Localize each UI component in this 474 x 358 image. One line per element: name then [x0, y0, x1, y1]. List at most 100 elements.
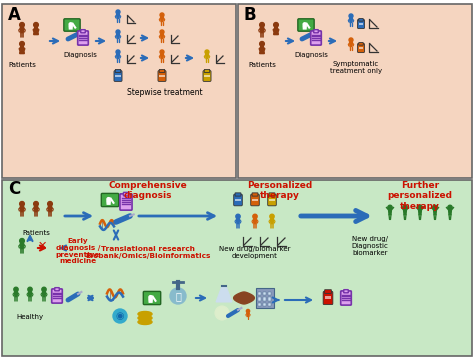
Polygon shape	[20, 206, 24, 212]
Polygon shape	[389, 210, 392, 214]
Polygon shape	[19, 46, 24, 54]
Polygon shape	[254, 219, 256, 224]
Polygon shape	[161, 54, 164, 59]
Text: ◉: ◉	[116, 311, 124, 321]
Polygon shape	[20, 243, 24, 249]
Circle shape	[349, 38, 353, 42]
Circle shape	[160, 13, 164, 17]
FancyBboxPatch shape	[258, 303, 262, 306]
FancyBboxPatch shape	[325, 296, 331, 299]
Circle shape	[149, 296, 152, 299]
FancyBboxPatch shape	[258, 291, 262, 295]
FancyBboxPatch shape	[268, 297, 272, 300]
Polygon shape	[117, 14, 119, 19]
Circle shape	[388, 205, 392, 209]
Polygon shape	[237, 219, 239, 224]
Circle shape	[349, 14, 353, 18]
Text: Diagnosis: Diagnosis	[294, 52, 328, 58]
Polygon shape	[34, 206, 38, 212]
Text: Stepwise treatment: Stepwise treatment	[127, 88, 203, 97]
FancyBboxPatch shape	[235, 199, 241, 201]
Circle shape	[116, 10, 120, 14]
Circle shape	[34, 23, 38, 27]
Circle shape	[107, 198, 110, 201]
FancyBboxPatch shape	[251, 194, 259, 206]
Circle shape	[160, 50, 164, 54]
Polygon shape	[216, 286, 232, 302]
Circle shape	[205, 50, 209, 54]
Text: B: B	[244, 6, 256, 24]
FancyBboxPatch shape	[269, 199, 275, 201]
FancyBboxPatch shape	[235, 193, 241, 196]
FancyBboxPatch shape	[252, 193, 258, 196]
FancyBboxPatch shape	[344, 290, 348, 293]
Circle shape	[14, 287, 18, 291]
FancyBboxPatch shape	[2, 4, 236, 178]
Circle shape	[418, 205, 422, 209]
Text: Diagnosis: Diagnosis	[63, 52, 97, 58]
FancyBboxPatch shape	[310, 31, 321, 45]
Polygon shape	[234, 292, 255, 304]
FancyBboxPatch shape	[359, 47, 363, 49]
FancyBboxPatch shape	[78, 31, 88, 45]
FancyBboxPatch shape	[158, 71, 166, 81]
FancyBboxPatch shape	[81, 30, 85, 33]
Circle shape	[116, 50, 120, 54]
FancyBboxPatch shape	[268, 194, 276, 206]
Polygon shape	[303, 26, 306, 29]
Polygon shape	[28, 292, 32, 296]
FancyBboxPatch shape	[323, 291, 333, 305]
Circle shape	[19, 202, 24, 206]
FancyBboxPatch shape	[258, 297, 262, 300]
Text: New drug/biomarker
development: New drug/biomarker development	[219, 246, 291, 259]
Text: Symptomatic
treatment only: Symptomatic treatment only	[330, 61, 382, 74]
Circle shape	[270, 214, 274, 219]
Circle shape	[403, 205, 407, 209]
Polygon shape	[161, 34, 164, 39]
Polygon shape	[48, 206, 52, 212]
FancyBboxPatch shape	[55, 287, 59, 291]
Circle shape	[170, 288, 186, 304]
FancyBboxPatch shape	[159, 75, 164, 77]
Polygon shape	[271, 219, 273, 224]
FancyBboxPatch shape	[143, 291, 161, 305]
Circle shape	[236, 214, 240, 219]
FancyBboxPatch shape	[123, 192, 128, 196]
FancyBboxPatch shape	[325, 290, 331, 294]
Circle shape	[303, 23, 306, 26]
Circle shape	[246, 309, 250, 313]
Circle shape	[260, 42, 264, 46]
FancyBboxPatch shape	[341, 291, 351, 305]
Polygon shape	[117, 54, 119, 59]
FancyBboxPatch shape	[268, 291, 272, 295]
Text: Healthy: Healthy	[17, 314, 44, 320]
Polygon shape	[349, 18, 353, 23]
FancyBboxPatch shape	[114, 71, 122, 81]
Polygon shape	[247, 313, 249, 316]
FancyBboxPatch shape	[159, 69, 165, 72]
FancyBboxPatch shape	[357, 43, 365, 53]
Polygon shape	[117, 34, 119, 39]
Circle shape	[69, 23, 72, 26]
Ellipse shape	[138, 311, 152, 316]
Polygon shape	[419, 210, 421, 214]
Text: A: A	[8, 6, 21, 24]
Polygon shape	[448, 210, 451, 214]
Circle shape	[253, 214, 257, 219]
Polygon shape	[206, 54, 209, 59]
FancyBboxPatch shape	[52, 289, 62, 303]
Polygon shape	[403, 210, 406, 214]
Text: Patients: Patients	[22, 230, 50, 236]
Polygon shape	[349, 42, 353, 47]
FancyBboxPatch shape	[268, 303, 272, 306]
FancyBboxPatch shape	[120, 194, 132, 210]
Polygon shape	[434, 210, 437, 214]
FancyBboxPatch shape	[263, 297, 266, 300]
Circle shape	[273, 23, 278, 27]
FancyBboxPatch shape	[2, 180, 472, 356]
Circle shape	[215, 306, 229, 320]
FancyBboxPatch shape	[101, 193, 118, 207]
Circle shape	[19, 238, 24, 243]
Text: Patients: Patients	[8, 62, 36, 68]
FancyBboxPatch shape	[238, 4, 472, 178]
